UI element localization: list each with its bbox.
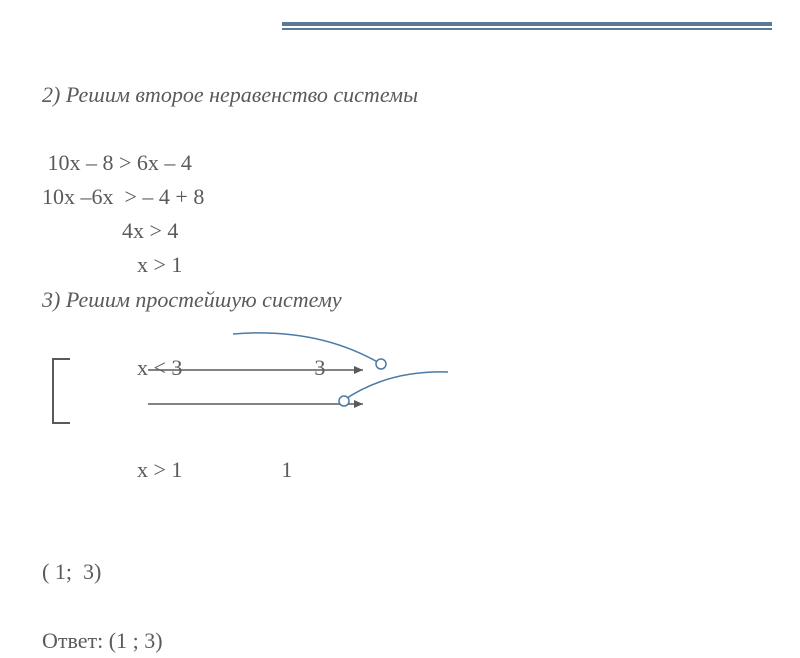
- equation-2: 10x –6x > – 4 + 8: [42, 180, 800, 214]
- system-2-right: 1: [281, 457, 292, 482]
- equation-3: 4x > 4: [42, 214, 800, 248]
- blank-spacer-2: [42, 521, 800, 555]
- system-2-gap: [182, 457, 281, 482]
- system-row-2: x > 1 1: [42, 419, 800, 521]
- hatch-arc-lower: [344, 372, 448, 400]
- number-line-diagram: [138, 322, 468, 422]
- blank-spacer: [42, 112, 800, 146]
- heading-step-2: 2) Решим второе неравенство системы: [42, 78, 800, 112]
- open-point-3: [376, 359, 386, 369]
- answer-line: Ответ: (1 ; 3): [42, 624, 800, 658]
- header-rule: [282, 22, 772, 30]
- blank-spacer-3: [42, 589, 800, 623]
- equation-1: 10x – 8 > 6x – 4: [42, 146, 800, 180]
- heading-step-3: 3) Решим простейшую систему: [42, 283, 800, 317]
- system-bracket: [52, 358, 70, 424]
- header-rule-thin: [282, 28, 772, 30]
- hatch-arc-upper: [233, 333, 381, 364]
- header-rule-thick: [282, 22, 772, 26]
- interval-result: ( 1; 3): [42, 555, 800, 589]
- open-point-1: [339, 396, 349, 406]
- system-2-left: x > 1: [137, 457, 182, 482]
- arrowhead-1: [354, 366, 363, 374]
- equation-4: x > 1: [42, 248, 800, 282]
- arrowhead-2: [354, 400, 363, 408]
